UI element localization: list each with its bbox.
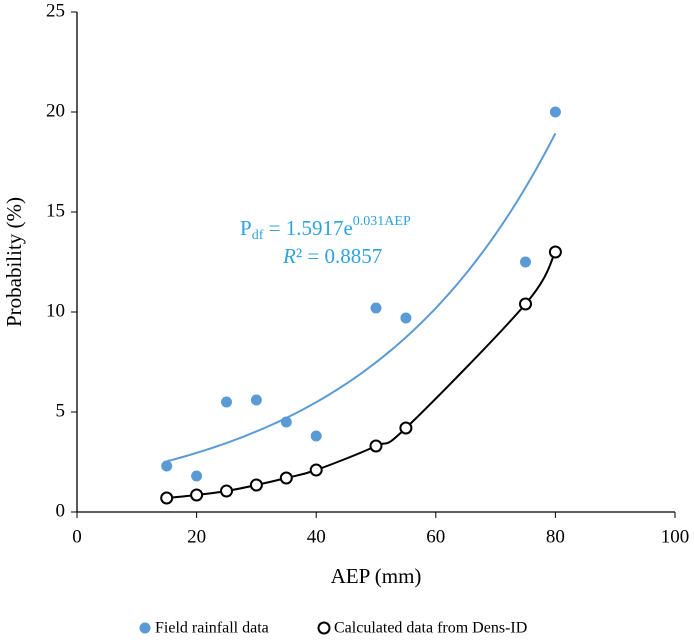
y-tick-label: 10	[46, 300, 65, 321]
point	[161, 460, 173, 472]
x-tick-label: 0	[72, 526, 82, 547]
x-tick-label: 20	[187, 526, 206, 547]
point	[369, 439, 383, 453]
smooth-line	[166, 251, 557, 499]
point	[520, 256, 531, 268]
y-tick-label: 20	[46, 100, 65, 121]
point	[370, 302, 382, 314]
point	[280, 416, 292, 428]
equation-text: = 1.5917e	[263, 216, 352, 240]
legend-marker	[317, 621, 331, 635]
legend-label: Field rainfall data	[155, 620, 269, 637]
r-squared: R² = 0.8857	[282, 244, 382, 268]
point	[221, 396, 232, 408]
legend-marker	[139, 622, 151, 634]
point	[549, 106, 561, 118]
point	[400, 312, 412, 324]
point	[249, 478, 263, 492]
point	[399, 421, 413, 435]
trendline	[166, 132, 557, 463]
y-tick-label: 0	[56, 500, 66, 521]
r-symbol: R	[282, 244, 296, 268]
equation-base: P	[240, 216, 252, 240]
x-tick-label: 60	[426, 526, 445, 547]
legend-label: Calculated data from Dens-ID	[334, 620, 527, 637]
equation-superscript: 0.031AEP	[353, 214, 411, 229]
y-tick-label: 25	[46, 0, 65, 21]
x-axis-label: AEP (mm)	[331, 564, 422, 588]
r-text: ² = 0.8857	[296, 244, 382, 268]
point	[310, 430, 322, 442]
point	[250, 394, 262, 406]
x-tick-label: 100	[661, 526, 690, 547]
point	[220, 484, 233, 498]
y-tick-label: 5	[56, 400, 66, 421]
equation-subscript: df	[252, 228, 264, 243]
equation: Pdf = 1.5917e0.031AEP	[240, 214, 411, 243]
point	[191, 470, 203, 482]
y-tick-label: 15	[46, 200, 65, 221]
point	[519, 297, 532, 311]
x-tick-label: 80	[546, 526, 565, 547]
point	[548, 245, 562, 259]
point	[309, 463, 323, 477]
x-tick-label: 40	[307, 526, 326, 547]
point	[160, 491, 174, 505]
y-axis-label: Probability (%)	[2, 197, 26, 327]
point	[190, 488, 204, 502]
point	[279, 471, 293, 485]
